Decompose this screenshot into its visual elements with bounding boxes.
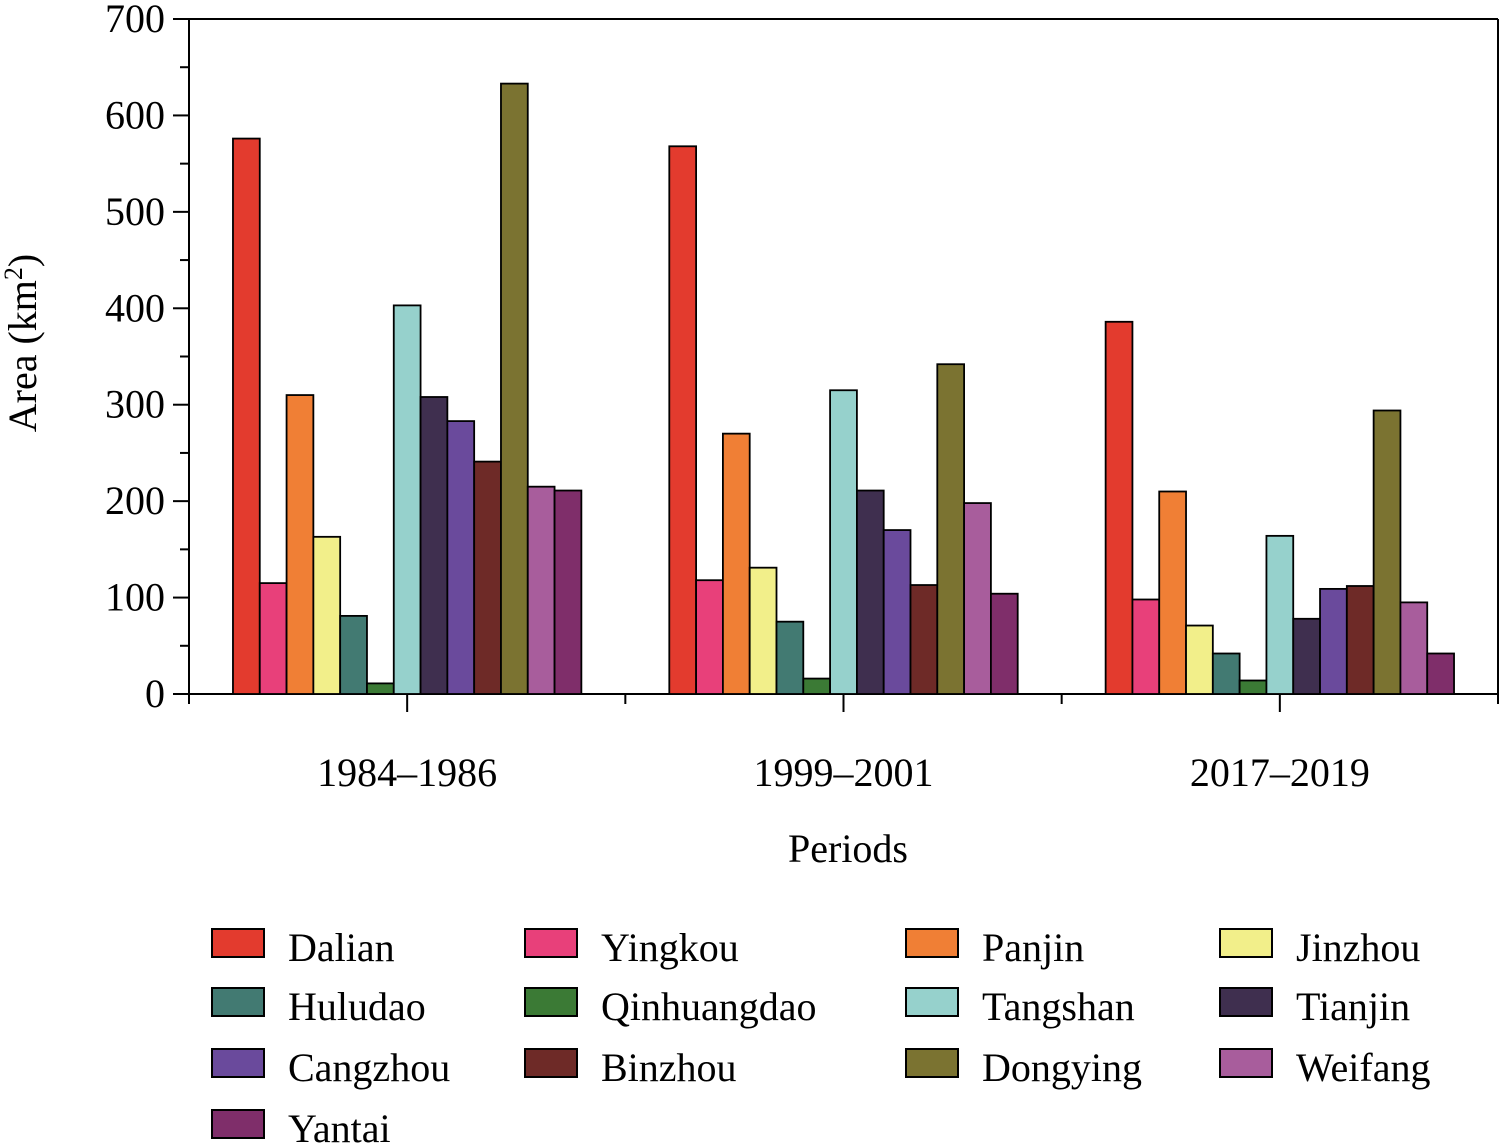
legend-label: Yingkou — [601, 925, 739, 970]
bar — [722, 432, 751, 695]
bar — [1426, 652, 1455, 695]
y-axis-title: Area (km2) — [0, 254, 45, 432]
y-tick-label: 0 — [145, 671, 165, 716]
legend-swatch — [211, 987, 265, 1017]
bar — [419, 396, 449, 695]
bar — [695, 579, 724, 695]
y-tick-label: 300 — [105, 382, 165, 427]
bar — [1399, 601, 1429, 695]
bar — [1158, 490, 1187, 695]
legend-swatch — [1219, 928, 1273, 958]
legend-label: Weifang — [1296, 1045, 1431, 1090]
bar — [500, 82, 529, 695]
legend-swatch — [905, 928, 959, 958]
legend-label: Tangshan — [982, 984, 1135, 1029]
x-tick-label: 1999–2001 — [754, 750, 934, 795]
bar — [312, 535, 342, 695]
bar — [446, 420, 476, 695]
legend-swatch — [905, 987, 959, 1017]
y-tick-label: 400 — [105, 285, 165, 330]
legend-swatch — [905, 1048, 959, 1078]
axis-labels: 0 100 200 300 400 500 600 700 1984–1986 1999–2001… — [0, 0, 1370, 871]
bar — [856, 489, 885, 695]
bar — [1372, 409, 1402, 695]
legend-label: Cangzhou — [288, 1045, 450, 1090]
bar — [748, 566, 778, 695]
legend-label: Dalian — [288, 925, 395, 970]
x-tick-label: 2017–2019 — [1190, 750, 1370, 795]
y-tick-label: 700 — [105, 0, 165, 41]
bar — [936, 363, 965, 695]
x-axis-title: Periods — [788, 826, 908, 871]
bar — [285, 394, 315, 695]
legend-swatch — [211, 1109, 265, 1139]
y-tick-label: 100 — [105, 575, 165, 620]
legend-swatch — [1219, 987, 1273, 1017]
legend-swatch — [524, 928, 578, 958]
legend-label: Panjin — [982, 925, 1084, 970]
bar — [1211, 652, 1241, 695]
bar — [1185, 624, 1214, 695]
y-tick-label: 600 — [105, 92, 165, 137]
legend-label: Binzhou — [601, 1045, 737, 1090]
bar — [1131, 598, 1161, 695]
bars — [232, 82, 1455, 695]
legend-swatch — [524, 1048, 578, 1078]
bar — [258, 582, 288, 695]
bar — [909, 584, 939, 695]
bar — [802, 677, 831, 695]
bar — [1238, 679, 1268, 695]
legend-swatch — [211, 928, 265, 958]
bar — [366, 682, 395, 695]
bar — [963, 502, 992, 695]
legend-label: Qinhuangdao — [601, 984, 817, 1029]
bar — [1319, 587, 1348, 695]
bar — [829, 389, 858, 695]
bar — [473, 460, 502, 695]
legend-swatch — [524, 987, 578, 1017]
bar — [775, 620, 805, 695]
legend-swatch — [1219, 1048, 1273, 1078]
legend-label: Huludao — [288, 984, 426, 1029]
bar — [553, 489, 583, 695]
legend-swatch — [211, 1048, 265, 1078]
bar — [990, 592, 1019, 695]
bar — [339, 614, 368, 695]
bar — [882, 529, 912, 695]
bar — [1345, 585, 1375, 695]
bar — [668, 145, 697, 695]
y-tick-label: 200 — [105, 478, 165, 523]
legend-label: Jinzhou — [1296, 925, 1420, 970]
legend-label: Yantai — [288, 1106, 391, 1146]
x-tick-label: 1984–1986 — [317, 750, 497, 795]
bar — [526, 485, 556, 695]
bar — [232, 137, 261, 695]
bar — [392, 304, 422, 695]
legend: Dalian Yingkou Panjin Jinzhou Huludao Qinhuan… — [211, 925, 1431, 1146]
bar — [1265, 534, 1295, 695]
bar — [1292, 617, 1321, 695]
bar — [1104, 320, 1134, 695]
y-tick-label: 500 — [105, 189, 165, 234]
legend-label: Dongying — [982, 1045, 1142, 1090]
legend-label: Tianjin — [1296, 984, 1410, 1029]
